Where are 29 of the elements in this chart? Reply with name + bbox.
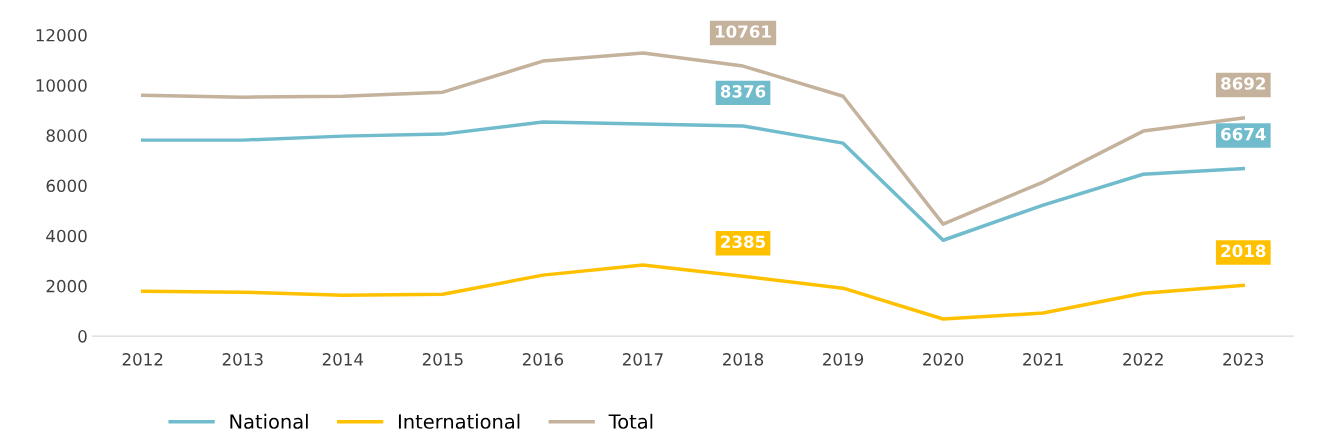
y-tick-label: 8000 xyxy=(46,129,87,142)
y-tick-label: 4000 xyxy=(46,229,87,243)
legend-label: Total xyxy=(608,413,653,429)
x-tick-label: 2016 xyxy=(522,353,564,366)
x-tick-label: 2019 xyxy=(823,353,864,366)
x-tick-label: 2023 xyxy=(1223,353,1264,366)
data-label: 6674 xyxy=(1221,127,1266,141)
x-tick-label: 2017 xyxy=(622,353,663,366)
data-label: 8376 xyxy=(720,85,766,98)
y-tick-label: 10000 xyxy=(36,79,87,92)
x-tick-label: 2021 xyxy=(1023,353,1063,366)
data-label: 8692 xyxy=(1221,77,1266,90)
x-tick-label: 2022 xyxy=(1123,353,1163,366)
x-tick-label: 2013 xyxy=(222,353,263,366)
y-tick-label: 2000 xyxy=(46,279,87,293)
x-tick-label: 2018 xyxy=(723,353,764,366)
y-tick-label: 0 xyxy=(78,330,87,343)
y-tick-label: 12000 xyxy=(36,28,87,42)
data-label: 2385 xyxy=(721,235,766,249)
x-tick-label: 2020 xyxy=(923,353,964,366)
x-tick-label: 2012 xyxy=(122,353,163,366)
x-tick-label: 2015 xyxy=(422,353,463,366)
legend-label: National xyxy=(230,413,308,429)
data-label: 2018 xyxy=(1221,244,1266,258)
line-series xyxy=(140,263,1246,321)
y-tick-label: 6000 xyxy=(46,179,87,193)
legend-label: International xyxy=(398,413,520,429)
x-tick-label: 2014 xyxy=(322,353,364,366)
data-label: 10761 xyxy=(715,25,771,38)
